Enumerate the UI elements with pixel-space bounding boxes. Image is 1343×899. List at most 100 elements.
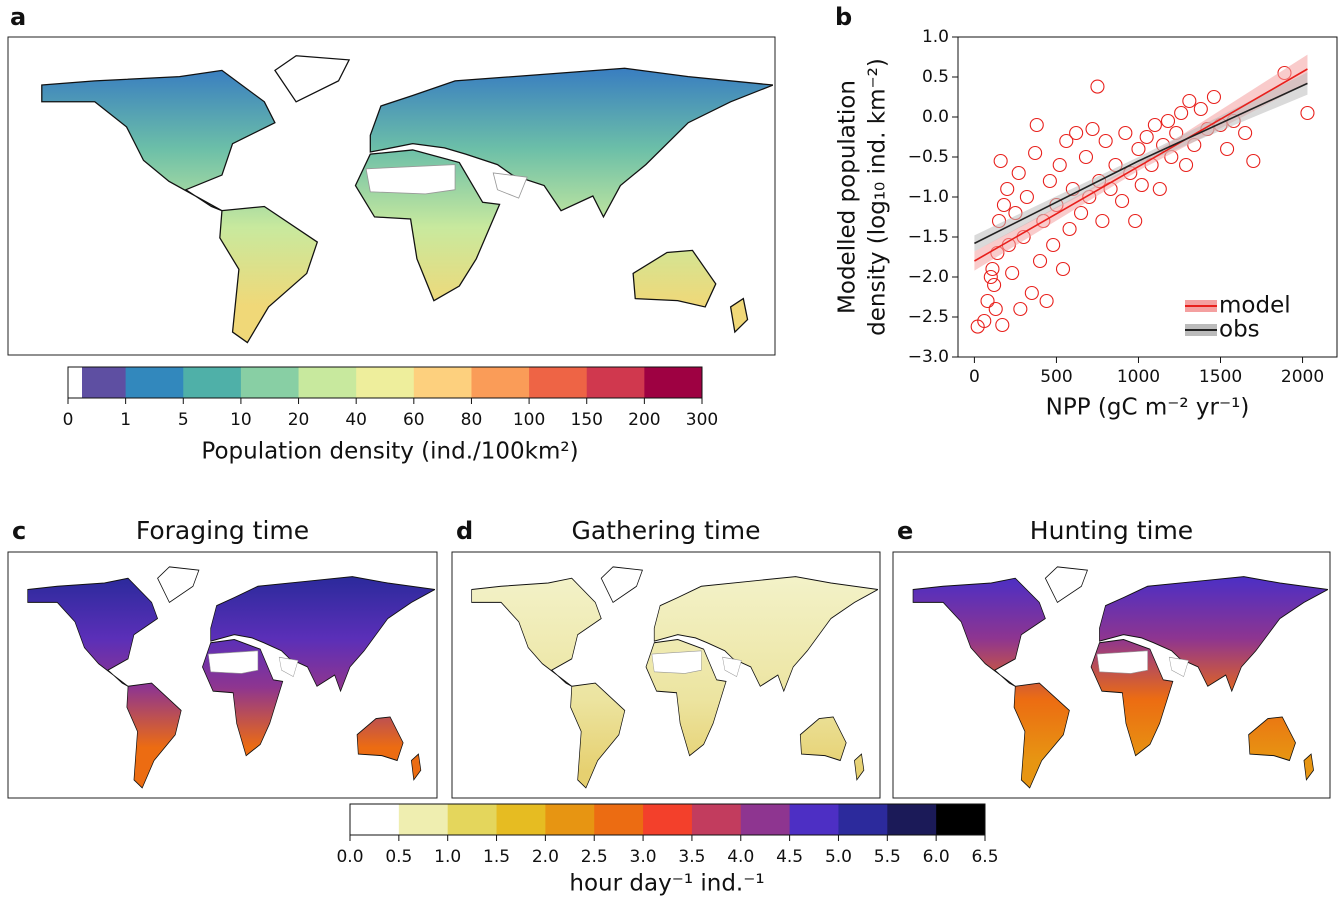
y-tick-label: 0.5 [922,67,949,87]
scatter-point [1246,153,1261,169]
colorbar-tick-label: 2.0 [532,847,559,867]
world-map [41,55,773,344]
colorbar-bin [447,804,498,835]
scatter-point [1179,157,1194,173]
y-tick-label: −2.0 [908,267,949,287]
colorbar-bin [471,367,530,398]
colorbar-bin [586,367,645,398]
y-tick-label: −0.5 [908,147,949,167]
scatter-point [1062,221,1077,237]
scatter-point [1059,133,1074,149]
scatter-point [1039,293,1054,309]
scatter-point [1206,89,1221,105]
scatter-point [1005,265,1020,281]
colorbar-bin [398,804,449,835]
scatter-point [1139,129,1154,145]
scatter-point [1013,301,1028,317]
legend-label: model [1219,293,1291,319]
scatter-point [1300,105,1315,121]
scatter-point [1238,125,1253,141]
scatter-point [1074,205,1089,221]
panel-letter: c [12,517,26,545]
colorbar-tick-label: 80 [461,410,483,430]
colorbar-frame [349,803,986,836]
scatter-point [1052,157,1067,173]
scatter-point [996,197,1011,213]
x-tick-label: 2000 [1281,367,1324,387]
colorbar-tick-label: 6.5 [971,847,998,867]
colorbar-tick-label: 150 [571,410,603,430]
x-tick-label: 1500 [1199,367,1242,387]
map-frame [7,551,438,799]
scatter-point [1160,113,1176,129]
colorbar-tick-label: 5.5 [874,847,901,867]
scatter-point [1193,101,1208,117]
colorbar-tick-label: 0.5 [385,847,412,867]
colorbar-extend [68,367,82,398]
y-tick-label: −1.5 [908,227,949,247]
y-tick-label: 0.0 [922,107,949,127]
colorbar-label: Population density (ind./100km²) [201,439,578,465]
colorbar-tick-label: 3.0 [630,847,657,867]
colorbar-bin [529,367,588,398]
colorbar-tick-label: 4.5 [776,847,803,867]
scatter-point [993,153,1008,169]
x-tick-label: 500 [1040,367,1072,387]
scatter-point [980,293,995,309]
panel-letter: a [10,3,26,31]
colorbar-bin [183,367,242,398]
scatter-point [1032,253,1048,269]
scatter-point [1174,105,1189,121]
scatter-point [977,313,992,329]
scatter-point [1069,125,1084,141]
y-tick-label: −2.5 [908,307,949,327]
scatter-point [1000,181,1015,197]
legend-label: obs [1219,317,1260,343]
colorbar-bin [125,367,184,398]
colorbar-tick-label: 1.5 [483,847,510,867]
colorbar-frame [67,366,703,399]
scatter-point [1090,79,1105,94]
panel-letter: b [835,3,852,31]
colorbar-bin [789,804,839,835]
colorbar-tick-label: 300 [686,410,718,430]
map-frame [892,551,1331,799]
colorbar-tick-label: 40 [345,410,367,430]
map-frame [451,551,881,799]
scatter-point [985,261,1000,277]
scatter-point [1028,145,1043,161]
world-map [912,566,1328,789]
colorbar-tick-label: 100 [513,410,545,430]
colorbar-tick-label: 3.5 [678,847,705,867]
scatter-point [1131,141,1146,157]
scatter-point [1128,213,1143,229]
scatter-point [1095,213,1110,229]
scatter-point [995,317,1010,333]
colorbar-tick-label: 4.0 [727,847,754,867]
scatter-point [1182,93,1197,109]
y-tick-label: −1.0 [908,187,949,207]
y-tick-label: −3.0 [908,347,949,367]
panel-title: Gathering time [571,516,760,545]
world-map [27,566,435,789]
scatter-point [1024,285,1039,301]
colorbar-bin [644,367,703,398]
colorbar-tick-label: 0 [63,410,74,430]
colorbar-bin [594,804,644,835]
colorbar-bin [350,804,400,835]
panel-title: Foraging time [136,516,309,545]
panel-letter: e [897,517,913,545]
x-axis-label: NPP (gC m⁻² yr⁻¹) [1046,395,1250,421]
y-axis-label: Modelled population [835,80,861,314]
world-map [471,566,878,789]
colorbar-tick-label: 5.0 [825,847,852,867]
colorbar-tick-label: 0.0 [336,847,363,867]
scatter-point [987,277,1002,293]
colorbar-bin [838,804,888,835]
y-axis-label: density (log₁₀ ind. km⁻²) [865,58,891,336]
colorbar-tick-label: 20 [288,410,310,430]
panel-letter: d [456,517,473,545]
colorbar-tick-label: 5 [178,410,189,430]
colorbar-tick-label: 2.5 [581,847,608,867]
